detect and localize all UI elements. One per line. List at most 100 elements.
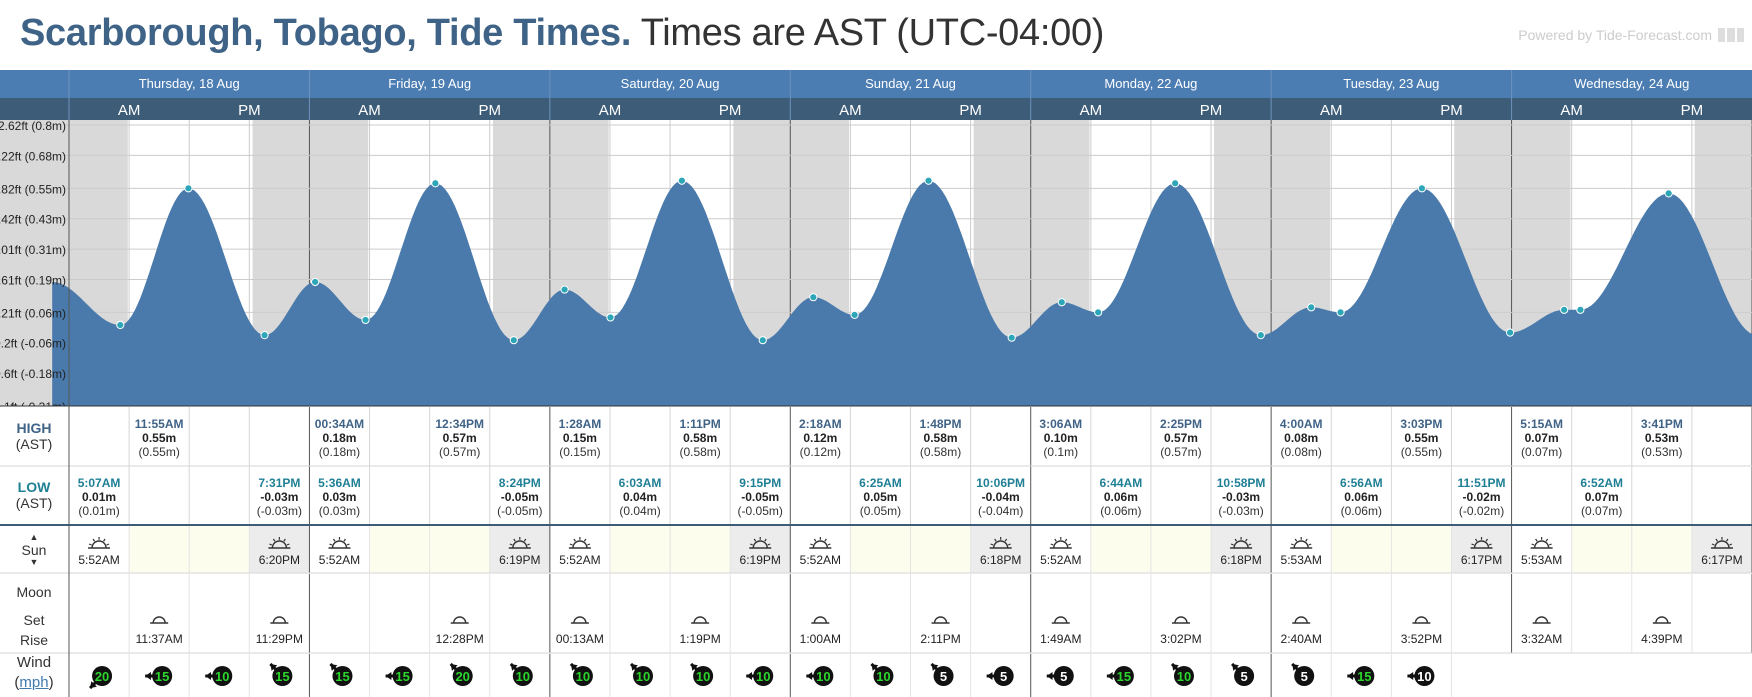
- pm-label: PM: [959, 102, 982, 119]
- pm-label: PM: [719, 102, 742, 119]
- moon-time: 2:11PM: [920, 632, 960, 646]
- wind-badge: [452, 666, 473, 686]
- sunset-time: 6:19PM: [740, 553, 781, 567]
- high-tide-time: 00:34AM: [315, 417, 364, 431]
- unit-icon-c[interactable]: [1736, 28, 1744, 42]
- wind-indicator: 5: [986, 666, 1014, 686]
- sun-arc: [512, 540, 528, 549]
- sun-ray: [1054, 538, 1057, 542]
- wind-indicator: 15: [269, 662, 293, 686]
- high-tide-point: [1417, 184, 1427, 193]
- high-tide-point: [924, 176, 933, 185]
- low-tide-time: 8:24PM: [499, 476, 541, 490]
- unit-icon-a[interactable]: [1718, 28, 1726, 42]
- sun-ray: [272, 538, 276, 542]
- wind-badge: [693, 666, 714, 686]
- sun-ray: [286, 543, 290, 546]
- moon-time: 3:32AM: [1521, 632, 1562, 646]
- pm-label: PM: [238, 102, 261, 119]
- wind-arrowhead-icon: [1347, 672, 1354, 680]
- sun-arc: [752, 540, 768, 549]
- unit-icon-b[interactable]: [1727, 28, 1735, 42]
- y-tick-label: 2.22ft (0.68m): [0, 149, 66, 163]
- wind-badge: [993, 666, 1014, 686]
- high-tide-height: 0.12m: [803, 431, 837, 445]
- sun-ray: [1234, 538, 1238, 542]
- high-label: HIGH (AST): [0, 420, 68, 452]
- sunset-time: 6:17PM: [1461, 553, 1502, 567]
- powered-by-link[interactable]: Powered by Tide-Forecast.com: [1518, 27, 1712, 43]
- sun-ray: [513, 538, 516, 542]
- high-tide-time: 5:15AM: [1520, 417, 1563, 431]
- pm-label: PM: [1681, 102, 1704, 119]
- sun-ray: [1230, 543, 1234, 546]
- high-tide-time: 1:11PM: [679, 417, 720, 431]
- low-label: LOW (AST): [0, 479, 68, 511]
- low-tide-height: -0.05m: [741, 490, 779, 504]
- high-tide-time: 12:34PM: [435, 417, 484, 431]
- sun-ray: [1548, 543, 1552, 546]
- sun-arc: [1233, 540, 1249, 549]
- sunset-icon: [268, 537, 291, 549]
- low-tide-height: -0.03m: [1222, 490, 1260, 504]
- sunrise-time: 5:53AM: [1521, 553, 1562, 567]
- sun-arc: [572, 540, 588, 549]
- sun-ray: [269, 543, 273, 546]
- wind-arrowhead-icon: [1232, 663, 1239, 671]
- low-tide-height: 0.05m: [863, 490, 897, 504]
- day-label-5: Tuesday, 23 Aug: [1343, 76, 1439, 91]
- day-label-2: Saturday, 20 Aug: [621, 76, 720, 91]
- unit-toggle-icons[interactable]: [1718, 28, 1744, 42]
- moon-icon: [152, 616, 166, 624]
- am-label: AM: [1560, 102, 1583, 119]
- wind-arrowhead-icon: [145, 672, 151, 680]
- sun-ray: [1248, 543, 1252, 546]
- high-tide-height: 0.57m: [443, 431, 477, 445]
- low-tide-time: 6:25AM: [859, 476, 902, 490]
- moon-label: Moon: [16, 584, 52, 600]
- wind-indicator: 10: [629, 662, 654, 686]
- sun-ray: [1245, 538, 1248, 542]
- evening-cell: [1691, 526, 1752, 573]
- wind-indicator: 20: [88, 666, 113, 690]
- sun-down-arrow-icon: ▼: [29, 557, 39, 567]
- moon-icon: [272, 616, 287, 624]
- moon-icon: [1294, 616, 1308, 624]
- sun-ray: [1545, 538, 1549, 542]
- sunset-time: 6:17PM: [1701, 553, 1742, 567]
- high-tide-height: 0.07m: [1525, 431, 1559, 445]
- moon-icon: [933, 616, 948, 624]
- low-tide-height-m: (0.07m): [1581, 504, 1622, 518]
- high-tide-height-m: (0.15m): [559, 445, 600, 459]
- low-tide-height: -0.03m: [260, 490, 298, 504]
- sun-ray: [824, 538, 827, 542]
- am-label: AM: [118, 102, 141, 119]
- wind-indicator: 5: [1046, 666, 1074, 686]
- low-tide-height: 0.06m: [1104, 490, 1138, 504]
- sunrise-icon: [328, 537, 351, 549]
- moon-time: 1:49AM: [1040, 632, 1081, 646]
- sun-ray: [753, 538, 757, 542]
- sun-arc: [1533, 540, 1550, 549]
- sun-ray: [764, 538, 767, 542]
- low-tide-height: -0.05m: [501, 490, 539, 504]
- wind-indicator: 15: [1106, 666, 1134, 686]
- wind-speed: 10: [215, 669, 229, 684]
- am-label: AM: [358, 102, 381, 119]
- wind-badge: [1113, 666, 1134, 686]
- wind-badge: [1234, 666, 1255, 686]
- mph-link[interactable]: mph: [19, 674, 49, 691]
- high-tide-time: 11:55AM: [135, 417, 184, 431]
- tide-chart: Thursday, 18 Aug AM PM Friday, 19 Aug AM PM Sa…: [0, 70, 1752, 697]
- sun-ray: [283, 538, 286, 542]
- low-label-text: LOW: [17, 479, 51, 495]
- sun-ray: [767, 543, 771, 546]
- wind-indicator: 5: [1291, 662, 1315, 686]
- low-tide-point: [509, 336, 518, 345]
- sunset-icon: [1710, 537, 1733, 549]
- high-tide-height-m: (0.07m): [1521, 445, 1562, 459]
- sunset-icon: [749, 537, 772, 549]
- wind-badge: [753, 666, 774, 686]
- high-tide-time: 3:03PM: [1400, 417, 1442, 431]
- day-label-3: Sunday, 21 Aug: [865, 76, 956, 91]
